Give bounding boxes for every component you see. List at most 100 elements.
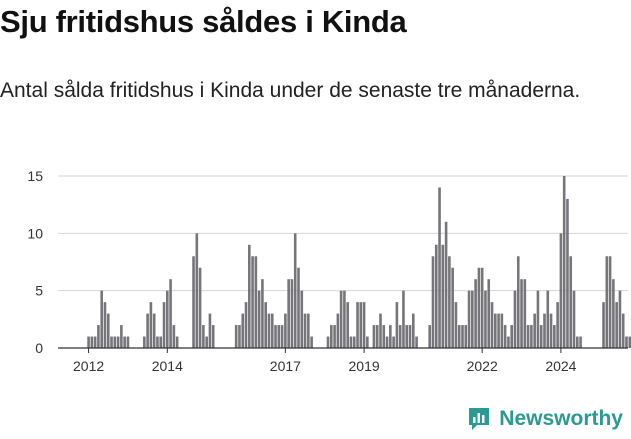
bar — [562, 176, 566, 348]
bar — [602, 302, 605, 348]
bar — [152, 313, 156, 348]
chart-subtitle: Antal sålda fritidshus i Kinda under de … — [0, 79, 581, 102]
bar — [162, 302, 166, 348]
bar — [438, 187, 441, 348]
bar — [166, 290, 169, 348]
bar — [172, 325, 176, 348]
bar — [497, 313, 500, 348]
bar — [615, 302, 618, 348]
x-tick-label: 2019 — [349, 358, 380, 374]
bar — [310, 336, 313, 348]
bar — [169, 279, 172, 348]
bar — [546, 290, 550, 348]
newsworthy-icon — [469, 408, 490, 430]
bar — [87, 336, 90, 348]
bar — [464, 325, 468, 348]
bar — [336, 313, 340, 348]
bar — [533, 313, 536, 348]
x-tick-label: 2017 — [270, 358, 301, 374]
bar — [234, 325, 238, 348]
bar — [605, 256, 609, 348]
bar — [103, 302, 107, 348]
bar — [343, 290, 346, 348]
bar — [526, 325, 530, 348]
bar — [507, 336, 510, 348]
x-tick-label: 2022 — [467, 358, 498, 374]
bar — [569, 256, 573, 348]
bar — [333, 325, 336, 348]
bar — [572, 290, 576, 348]
bar — [254, 256, 258, 348]
bar — [553, 325, 556, 348]
bar — [490, 302, 494, 348]
bar — [379, 313, 382, 348]
bar — [208, 313, 212, 348]
bar — [375, 325, 379, 348]
bar — [307, 313, 310, 348]
bar — [392, 336, 395, 348]
bar — [175, 336, 179, 348]
bar — [349, 336, 353, 348]
bar — [146, 313, 149, 348]
bars — [87, 176, 631, 348]
bar — [287, 279, 290, 348]
bar — [97, 325, 100, 348]
y-tick-label: 0 — [35, 340, 43, 356]
bar — [543, 313, 546, 348]
bar — [300, 290, 304, 348]
bar — [211, 325, 215, 348]
y-tick-label: 15 — [27, 168, 43, 184]
bar — [303, 313, 307, 348]
bar — [257, 290, 261, 348]
bar — [356, 302, 359, 348]
bar — [454, 302, 458, 348]
bar-chart: 0510152012201420172019202220247 — [27, 168, 631, 374]
bar — [100, 290, 103, 348]
bar — [441, 244, 445, 348]
bar — [549, 313, 553, 348]
bar — [330, 325, 333, 348]
bar — [156, 336, 159, 348]
bar — [530, 325, 533, 348]
bar — [198, 267, 202, 348]
bar — [251, 256, 254, 348]
bar — [471, 290, 474, 348]
x-tick-label: 2014 — [152, 358, 183, 374]
bar — [510, 325, 513, 348]
bar — [126, 336, 130, 348]
bar — [90, 336, 94, 348]
bar — [539, 325, 543, 348]
bar — [205, 336, 208, 348]
bar — [202, 325, 205, 348]
bar — [195, 233, 199, 348]
y-tick-label: 5 — [35, 283, 43, 299]
bar — [366, 336, 369, 348]
bar — [159, 336, 163, 348]
bar — [405, 325, 409, 348]
x-tick-label: 2024 — [545, 358, 576, 374]
bar — [264, 302, 267, 348]
bar — [261, 279, 264, 348]
bar — [290, 279, 294, 348]
bar — [359, 302, 363, 348]
axes: 0510152012201420172019202220247 — [27, 168, 628, 374]
bar — [444, 221, 448, 348]
bar — [556, 302, 559, 348]
bar — [618, 290, 622, 348]
bar — [241, 313, 245, 348]
bar — [293, 233, 297, 348]
bar — [244, 302, 248, 348]
bar — [559, 233, 563, 348]
bar — [566, 198, 569, 348]
bar — [494, 313, 497, 348]
bar — [503, 325, 507, 348]
y-tick-label: 10 — [27, 225, 43, 241]
bar — [474, 279, 477, 348]
bar — [612, 279, 615, 348]
bar — [352, 336, 356, 348]
bar — [487, 279, 491, 348]
bar — [270, 313, 274, 348]
bar — [579, 336, 582, 348]
bar — [280, 325, 284, 348]
bar — [339, 290, 343, 348]
